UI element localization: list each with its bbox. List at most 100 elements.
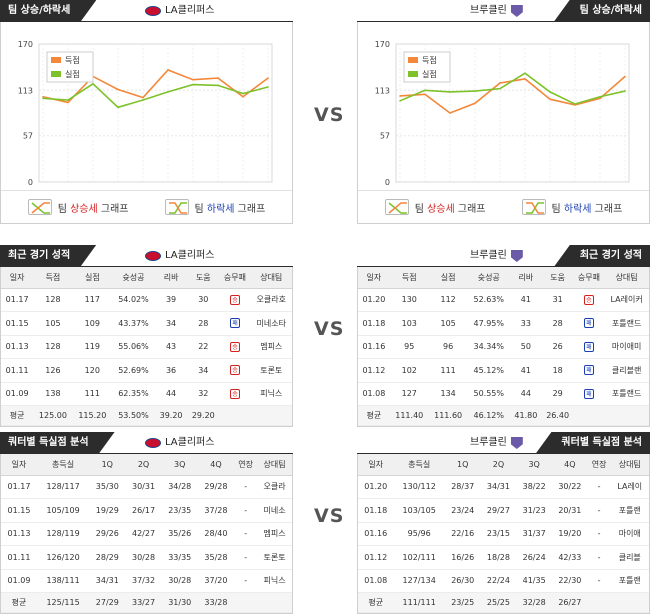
average-row: 평균 111/111 23/25 25/25 32/28 26/27 [358, 592, 649, 613]
table-cell: 미네소타 [250, 311, 292, 336]
x-tick-label: 01.13 [207, 189, 229, 190]
table-cell: 34.34% [467, 335, 510, 359]
table-cell: 01.18 [358, 311, 390, 336]
data-point [424, 89, 426, 92]
right-team-label: 브루클린 [470, 432, 523, 454]
column-header: 도움 [541, 267, 574, 289]
table-cell: - [587, 475, 611, 499]
table-cell: 32 [187, 382, 220, 406]
x-tick-label: 01.04 [464, 189, 486, 190]
average-cell: 125/115 [36, 592, 90, 613]
table-cell: 01.09 [1, 569, 37, 593]
data-point [117, 88, 119, 91]
left-quarter-panel: 쿼터별 득실점 분석 LA클리퍼스 일자 총득실 1Q 2Q 3Q 4Q 연장 상대팀 01.1… [0, 432, 293, 614]
table-row: 01.13 128 119 55.06% 43 22 승 멤피스 [1, 335, 292, 359]
left-team-name: LA클리퍼스 [165, 250, 215, 261]
average-cell: 125.00 [33, 405, 73, 426]
table-cell: 42/27 [125, 522, 162, 546]
average-cell: 115.20 [72, 405, 113, 426]
table-cell: 31/23 [516, 498, 552, 523]
average-cell: 26/27 [552, 592, 588, 613]
column-header: 득점 [389, 267, 429, 289]
table-cell: 01.17 [1, 288, 34, 312]
table-cell: 47.95% [467, 311, 510, 336]
left-team-name: LA클리퍼스 [165, 437, 215, 448]
table-cell: 41/35 [516, 569, 552, 593]
table-cell: 01.08 [358, 569, 394, 593]
table-cell: 멤피스 [250, 335, 292, 359]
table-cell: 마이애 [610, 522, 649, 546]
table-cell: 29/27 [480, 498, 517, 523]
right-recent-header: 브루클린 최근 경기 성적 [357, 245, 650, 267]
data-point [217, 84, 219, 87]
table-cell: 01.15 [1, 311, 34, 336]
table-cell: 52.69% [112, 358, 155, 383]
table-cell: 102 [389, 358, 429, 383]
table-cell: 34 [187, 358, 220, 383]
data-point [424, 93, 426, 96]
table-cell: 01.09 [1, 382, 34, 406]
table-cell: 54.02% [112, 288, 155, 312]
table-cell: 승 [219, 358, 251, 383]
nets-logo-icon [510, 5, 523, 17]
table-cell: 26 [541, 335, 574, 359]
average-cell [604, 405, 649, 426]
table-cell: 62.35% [112, 382, 155, 406]
table-cell: 37/28 [197, 498, 235, 523]
average-cell: 111/111 [393, 592, 445, 613]
data-point [499, 82, 501, 84]
table-cell: 103 [389, 311, 429, 336]
column-header: 3Q [161, 454, 198, 476]
table-row: 01.16 95/96 22/16 23/15 31/37 19/20- 마이애 [358, 522, 649, 546]
legend-label: 득점 [422, 55, 437, 65]
data-point [599, 97, 601, 100]
data-point [67, 101, 69, 104]
table-cell: 33/35 [161, 545, 198, 570]
column-header: 실점 [428, 267, 468, 289]
vs-label-quarter: VS [314, 505, 345, 527]
data-point [267, 77, 269, 79]
table-cell: 30/28 [161, 569, 198, 593]
table-cell: 포틀랜드 [604, 382, 649, 406]
legend-label: 실점 [65, 69, 80, 79]
y-tick-label: 170 [375, 40, 390, 49]
table-cell: 26/24 [516, 545, 552, 570]
table-row: 01.18 103 105 47.95% 33 28 패 포틀랜드 [358, 311, 649, 336]
table-cell: 119 [72, 335, 113, 359]
legend-label: 실점 [422, 69, 437, 79]
table-row: 01.11 126 120 52.69% 36 34 승 토론토 [1, 358, 292, 383]
right-team-name: 브루클린 [470, 250, 507, 261]
column-header: 리바 [154, 267, 188, 289]
x-tick-label: 01.02 [57, 189, 79, 190]
table-cell: 138/111 [36, 569, 90, 593]
table-cell: - [234, 522, 258, 546]
right-team-label: 브루클린 [470, 245, 523, 267]
data-point [624, 75, 626, 78]
average-cell: 평균 [358, 592, 394, 613]
table-cell: 37/20 [197, 569, 235, 593]
nets-logo-icon [510, 437, 523, 449]
table-cell: 43.37% [112, 311, 155, 336]
column-header: 도움 [187, 267, 220, 289]
table-cell: 포틀랜드 [604, 311, 649, 336]
table-cell: 42/33 [552, 545, 588, 570]
table-cell: - [587, 522, 611, 546]
table-cell: 포틀랜 [610, 569, 649, 593]
table-row: 01.15 105/109 19/29 26/17 23/35 37/28- 미네소 [1, 498, 292, 523]
legend-up: 팀 상승세 그래프 [27, 199, 129, 215]
left-trend-header: 팀 상승/하락세 LA클리퍼스 [0, 0, 293, 22]
loss-badge: 패 [229, 318, 240, 329]
table-cell: 오클라 [257, 475, 292, 499]
table-cell: 승 [573, 288, 605, 312]
right-recent-table: 일자 득점 실점 슛성공 리바 도움 승무패 상대팀 01.20 130 112 52.63% 41 31… [358, 267, 649, 426]
win-badge: 승 [229, 294, 240, 305]
table-row: 01.08 127/134 26/30 22/24 41/35 22/30- 포틀랜 [358, 569, 649, 593]
data-point [242, 92, 244, 95]
column-header: 연장 [587, 454, 611, 476]
rising-chart-icon [384, 199, 409, 215]
table-cell: 128/117 [36, 475, 90, 499]
table-cell: 30 [187, 288, 220, 312]
data-point [524, 72, 526, 75]
data-point [92, 82, 94, 85]
